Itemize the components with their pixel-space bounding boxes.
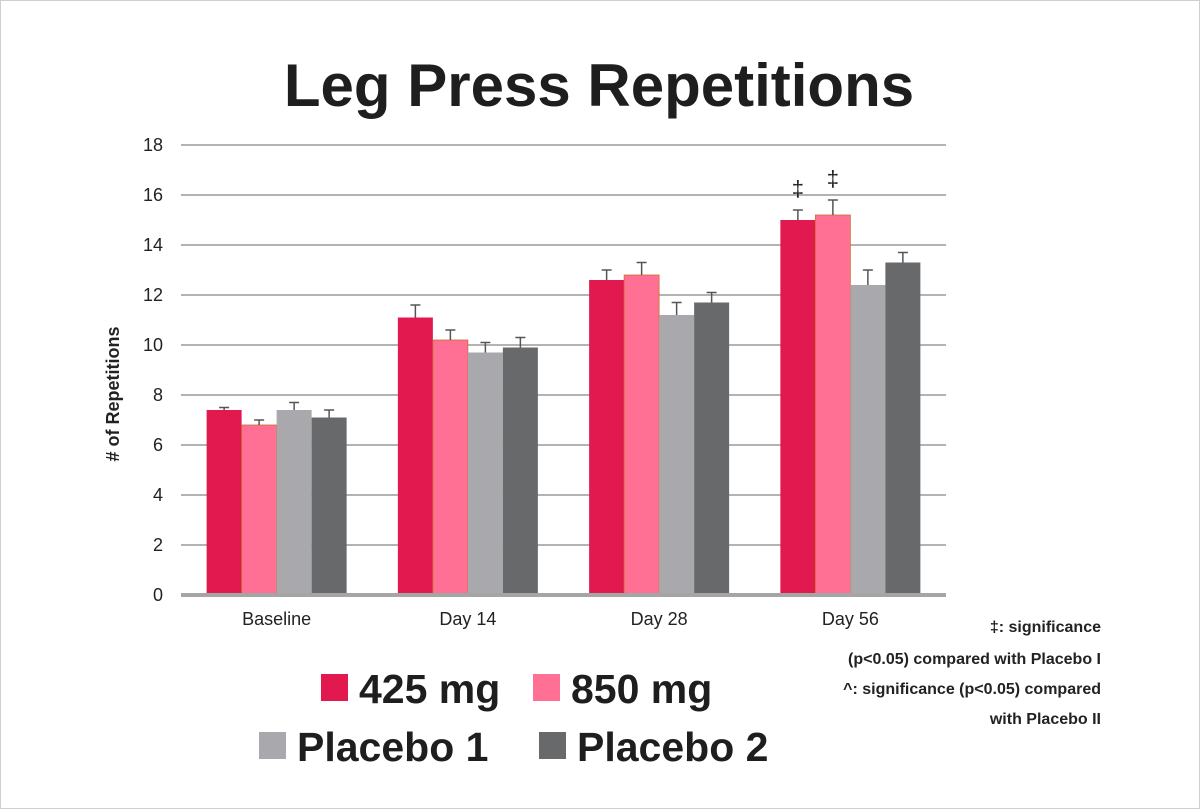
x-axis-categories: Baseline Day 14 Day 28 Day 56 [242, 609, 879, 629]
legend-label: 850 mg [571, 666, 712, 712]
y-tick-label: 10 [143, 335, 163, 355]
x-tick-label: Day 28 [631, 609, 688, 629]
bar [589, 280, 625, 595]
x-tick-label: Baseline [242, 609, 311, 629]
note-line: ^: significance (p<0.05) compared [843, 681, 1101, 698]
bar [623, 274, 660, 596]
bar [850, 285, 886, 595]
note-line: with Placebo II [989, 711, 1101, 728]
y-tick-label: 8 [153, 385, 163, 405]
bar [780, 220, 816, 595]
bar [276, 410, 312, 595]
y-tick-label: 18 [143, 135, 163, 155]
significance-notes: ‡: significance (p<0.05) compared with Pl… [843, 619, 1101, 728]
bar [885, 262, 921, 595]
bar [467, 352, 503, 595]
chart-title: Leg Press Repetitions [284, 52, 914, 119]
y-axis-label: # of Repetitions [103, 326, 123, 461]
legend-item: 850 mg [533, 666, 712, 712]
error-bars [219, 199, 908, 425]
y-tick-label: 2 [153, 535, 163, 555]
legend-item: 425 mg [321, 666, 500, 712]
significance-marker: ‡ [792, 176, 804, 201]
legend-swatch [259, 732, 286, 759]
y-tick-label: 6 [153, 435, 163, 455]
bar [502, 347, 538, 595]
x-tick-label: Day 56 [822, 609, 879, 629]
legend-label: 425 mg [359, 666, 500, 712]
bar [659, 315, 695, 595]
significance-marker: ‡ [827, 166, 839, 191]
bar [206, 410, 242, 595]
legend-swatch [533, 674, 560, 701]
y-tick-label: 4 [153, 485, 163, 505]
bar [311, 417, 347, 595]
y-axis-ticks: 0 2 4 6 8 10 12 14 16 18 [143, 135, 163, 605]
bar [694, 302, 730, 595]
legend: 425 mg 850 mg Placebo 1 Placebo 2 [259, 666, 768, 770]
y-tick-label: 14 [143, 235, 163, 255]
legend-item: Placebo 2 [539, 724, 768, 770]
y-tick-label: 0 [153, 585, 163, 605]
x-tick-label: Day 14 [439, 609, 496, 629]
bar [241, 424, 278, 596]
legend-swatch [321, 674, 348, 701]
legend-swatch [539, 732, 566, 759]
legend-item: Placebo 1 [259, 724, 488, 770]
y-tick-label: 12 [143, 285, 163, 305]
note-line: ‡: significance [990, 619, 1101, 636]
legend-label: Placebo 1 [297, 724, 488, 770]
bar [397, 317, 433, 595]
legend-label: Placebo 2 [577, 724, 768, 770]
bars [206, 214, 921, 596]
significance-markers: ‡ ‡ [792, 166, 839, 201]
bar [814, 214, 851, 596]
y-tick-label: 16 [143, 185, 163, 205]
note-line: (p<0.05) compared with Placebo I [848, 651, 1101, 668]
bar [432, 339, 469, 596]
